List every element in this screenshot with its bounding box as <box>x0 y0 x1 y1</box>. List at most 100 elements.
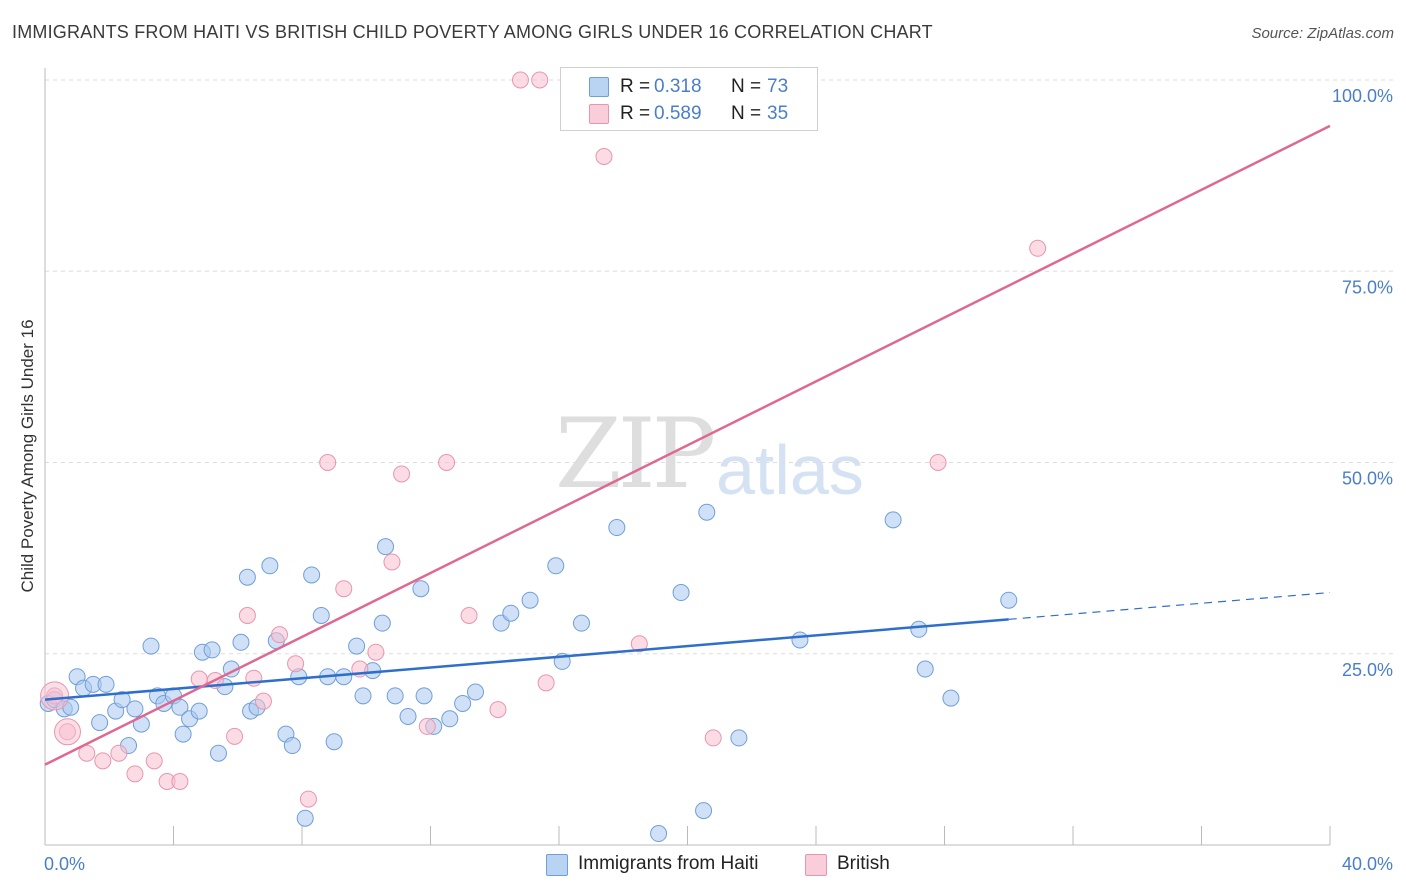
british-point <box>537 674 555 692</box>
haiti-point <box>312 607 330 624</box>
legend-r-label: R = <box>620 76 651 97</box>
british-point <box>94 752 112 770</box>
series-swatch-haiti <box>546 854 568 876</box>
haiti-point <box>283 737 301 755</box>
british-point-large <box>53 718 81 746</box>
british-point <box>630 635 648 653</box>
haiti-point <box>884 511 902 529</box>
british-point <box>367 643 385 661</box>
british-point <box>460 607 478 624</box>
haiti-point <box>386 687 404 705</box>
british-point <box>145 752 163 770</box>
haiti-point <box>171 698 189 716</box>
y-tick-label: 100.0% <box>1332 86 1393 106</box>
haiti-point <box>441 710 459 728</box>
series-swatch-british <box>805 854 827 876</box>
haiti-point <box>325 733 343 751</box>
british-point <box>383 553 401 571</box>
watermark-zip: ZIP <box>555 398 716 510</box>
haiti-point <box>174 725 192 743</box>
british-point-large <box>40 681 70 711</box>
haiti-point <box>142 637 160 655</box>
british-point <box>299 790 317 808</box>
legend-r-label: R = <box>620 103 651 124</box>
legend-r-value: 0.318 <box>654 76 702 97</box>
haiti-point <box>126 700 144 718</box>
british-point <box>1029 239 1047 257</box>
haiti-point <box>910 620 928 638</box>
haiti-point <box>377 538 395 556</box>
haiti-point <box>547 557 565 575</box>
british-point <box>254 692 272 710</box>
haiti-point <box>296 809 314 827</box>
british-point <box>704 729 722 747</box>
haiti-point <box>348 637 366 655</box>
haiti-point <box>354 687 372 705</box>
legend-swatch-british <box>589 104 609 124</box>
legend-n-value: 73 <box>767 76 789 97</box>
british-point <box>489 701 507 719</box>
haiti-point <box>91 714 109 732</box>
haiti-point <box>650 825 668 843</box>
haiti-point <box>466 683 484 701</box>
british-point <box>393 465 411 483</box>
british-point <box>929 454 947 471</box>
haiti-point <box>415 687 433 705</box>
legend-row-haiti: R = 0.318 N = 73 <box>561 74 817 100</box>
haiti-point <box>238 568 256 586</box>
legend-row-british: R = 0.589 N = 35 <box>561 101 817 127</box>
british-point <box>531 71 549 89</box>
haiti-point <box>190 702 208 720</box>
series-label-british: British <box>837 853 890 874</box>
haiti-point <box>1000 591 1018 609</box>
haiti-point <box>672 584 690 602</box>
british-point <box>319 454 337 471</box>
x-tick-label: 40.0% <box>1342 854 1393 874</box>
x-tick-label: 0.0% <box>44 854 85 874</box>
british-point <box>226 727 244 745</box>
haiti-point <box>113 691 131 709</box>
series-label-haiti: Immigrants from Haiti <box>578 853 759 874</box>
haiti-point <box>209 744 227 762</box>
british-point <box>271 626 289 644</box>
y-tick-label: 25.0% <box>1342 660 1393 680</box>
british-point <box>238 607 256 624</box>
haiti-point <box>261 557 279 575</box>
british-point <box>287 655 305 673</box>
legend-n-label: N = <box>731 76 762 97</box>
haiti-point <box>730 729 748 747</box>
y-tick-label: 50.0% <box>1342 469 1393 489</box>
british-point <box>595 148 613 165</box>
british-point <box>438 454 456 471</box>
chart-title: IMMIGRANTS FROM HAITI VS BRITISH CHILD P… <box>12 22 933 42</box>
legend-n-value: 35 <box>767 103 789 124</box>
haiti-point <box>454 694 472 712</box>
legend-swatch-haiti <box>589 77 609 97</box>
haiti-point <box>232 633 250 651</box>
british-point <box>335 580 353 598</box>
haiti-point <box>203 641 221 659</box>
haiti-point <box>572 614 590 632</box>
haiti-point <box>399 707 417 725</box>
british-point <box>171 773 189 791</box>
haiti-trend-extension <box>1008 591 1331 620</box>
legend-r-value: 0.589 <box>654 103 702 124</box>
british-point <box>110 744 128 762</box>
haiti-point <box>695 802 713 820</box>
haiti-point <box>791 631 809 649</box>
british-point <box>418 717 436 735</box>
haiti-point <box>335 668 353 686</box>
haiti-trend-line <box>44 618 1009 701</box>
haiti-point <box>521 591 539 609</box>
haiti-point <box>412 580 430 598</box>
correlation-legend: R = 0.318 N = 73 R = 0.589 N = 35 <box>560 67 818 131</box>
haiti-point <box>608 519 626 537</box>
british-point <box>126 765 144 783</box>
british-point <box>511 71 529 89</box>
watermark-atlas: atlas <box>716 431 864 509</box>
haiti-point <box>303 566 321 584</box>
haiti-point <box>502 604 520 622</box>
y-tick-label: 75.0% <box>1342 277 1393 297</box>
haiti-point <box>373 614 391 632</box>
